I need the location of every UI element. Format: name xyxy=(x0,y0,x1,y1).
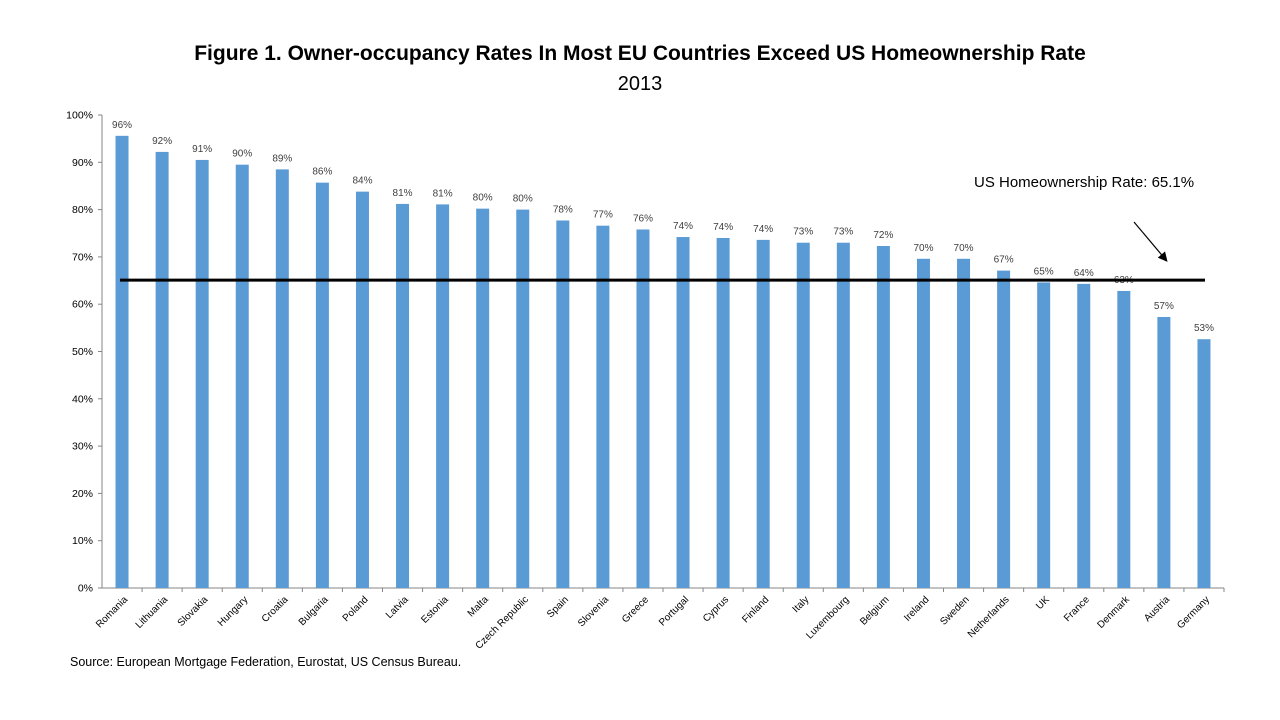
bar-austria xyxy=(1157,316,1171,588)
bar-finland xyxy=(756,239,770,588)
data-label: 70% xyxy=(913,243,933,254)
data-label: 89% xyxy=(272,153,292,164)
data-label: 73% xyxy=(793,227,813,238)
data-label: 65% xyxy=(1034,266,1054,277)
category-label: Austria xyxy=(1142,594,1172,624)
data-label: 80% xyxy=(473,193,493,204)
data-label: 72% xyxy=(873,230,893,241)
bar-denmark xyxy=(1117,290,1131,588)
bar-belgium xyxy=(876,246,890,588)
category-label: Bulgaria xyxy=(297,594,331,628)
bar-portugal xyxy=(676,237,690,588)
chart-subtitle: 2013 xyxy=(617,73,663,95)
category-label: Croatia xyxy=(260,594,291,625)
y-tick-label: 90% xyxy=(72,157,93,169)
category-label: Portugal xyxy=(657,594,691,628)
bar-spain xyxy=(556,220,570,588)
bar-ireland xyxy=(916,258,930,588)
data-label: 64% xyxy=(1074,268,1094,279)
category-label: Cyprus xyxy=(701,594,731,624)
bar-france xyxy=(1077,283,1091,588)
category-label: Belgium xyxy=(858,594,891,627)
data-label: 53% xyxy=(1194,323,1214,334)
bar-sweden xyxy=(957,258,971,588)
data-label: 80% xyxy=(513,194,533,205)
bar-slovenia xyxy=(596,225,610,588)
data-label: 77% xyxy=(593,210,613,221)
y-tick-label: 50% xyxy=(72,346,93,358)
reference-arrow xyxy=(1133,221,1168,262)
category-label: Latvia xyxy=(384,594,411,621)
y-tick-label: 100% xyxy=(66,110,93,122)
category-label: UK xyxy=(1034,594,1052,612)
y-tick-label: 0% xyxy=(78,583,93,595)
bar-luxembourg xyxy=(836,242,850,588)
y-tick-label: 70% xyxy=(72,251,93,263)
category-label: Denmark xyxy=(1095,594,1132,631)
category-label: Netherlands xyxy=(966,594,1012,640)
data-label: 81% xyxy=(393,188,413,199)
bar-hungary xyxy=(235,164,249,589)
bar-lithuania xyxy=(155,151,169,589)
data-label: 92% xyxy=(152,136,172,147)
data-label: 86% xyxy=(312,167,332,178)
data-label: 84% xyxy=(352,176,372,187)
category-label: Finland xyxy=(740,594,771,625)
data-label: 81% xyxy=(433,188,453,199)
data-label: 57% xyxy=(1154,301,1174,312)
data-label: 73% xyxy=(833,227,853,238)
category-label: Slovenia xyxy=(576,594,611,629)
category-label: Greece xyxy=(620,594,651,625)
data-label: 96% xyxy=(112,120,132,131)
category-label: France xyxy=(1062,594,1092,624)
bar-cyprus xyxy=(716,237,730,589)
bar-poland xyxy=(355,191,369,588)
chart-title: Figure 1. Owner-occupancy Rates In Most … xyxy=(194,42,1086,65)
category-label: Luxembourg xyxy=(804,594,851,641)
data-label: 76% xyxy=(633,213,653,224)
y-tick-label: 30% xyxy=(72,441,93,453)
bar-bulgaria xyxy=(315,182,329,588)
data-label: 74% xyxy=(673,221,693,232)
category-label: Slovakia xyxy=(176,594,211,629)
data-label: 78% xyxy=(553,204,573,215)
y-tick-label: 10% xyxy=(72,535,93,547)
bar-germany xyxy=(1197,339,1211,588)
bar-netherlands xyxy=(997,270,1011,588)
category-label: Sweden xyxy=(938,594,971,627)
bar-czech-republic xyxy=(516,209,530,588)
data-label: 74% xyxy=(753,224,773,235)
bar-uk xyxy=(1037,282,1051,588)
category-label: Ireland xyxy=(902,594,931,623)
category-label: Hungary xyxy=(216,594,251,629)
bar-italy xyxy=(796,242,810,588)
category-label: Malta xyxy=(466,594,491,619)
bar-croatia xyxy=(275,169,289,588)
bar-malta xyxy=(476,208,490,589)
data-label: 67% xyxy=(994,255,1014,266)
bar-romania xyxy=(115,135,129,588)
bar-latvia xyxy=(396,203,410,588)
y-tick-label: 40% xyxy=(72,393,93,405)
y-tick-label: 20% xyxy=(72,488,93,500)
data-label: 74% xyxy=(713,222,733,233)
source-note: Source: European Mortgage Federation, Eu… xyxy=(70,655,462,669)
data-label: 91% xyxy=(192,144,212,155)
category-label: Spain xyxy=(545,594,571,620)
category-label: Poland xyxy=(341,594,371,624)
bar-slovakia xyxy=(195,159,209,588)
category-label: Germany xyxy=(1175,594,1212,631)
reference-line-label: US Homeownership Rate: 65.1% xyxy=(974,174,1195,191)
category-label: Lithuania xyxy=(134,594,171,631)
data-label: 90% xyxy=(232,149,252,160)
data-label: 70% xyxy=(954,243,974,254)
bar-greece xyxy=(636,229,650,588)
y-tick-label: 60% xyxy=(72,299,93,311)
category-label: Estonia xyxy=(419,594,451,626)
category-label: Italy xyxy=(791,594,812,615)
bar-estonia xyxy=(436,204,450,588)
category-label: Romania xyxy=(94,594,130,630)
y-tick-label: 80% xyxy=(72,204,93,216)
